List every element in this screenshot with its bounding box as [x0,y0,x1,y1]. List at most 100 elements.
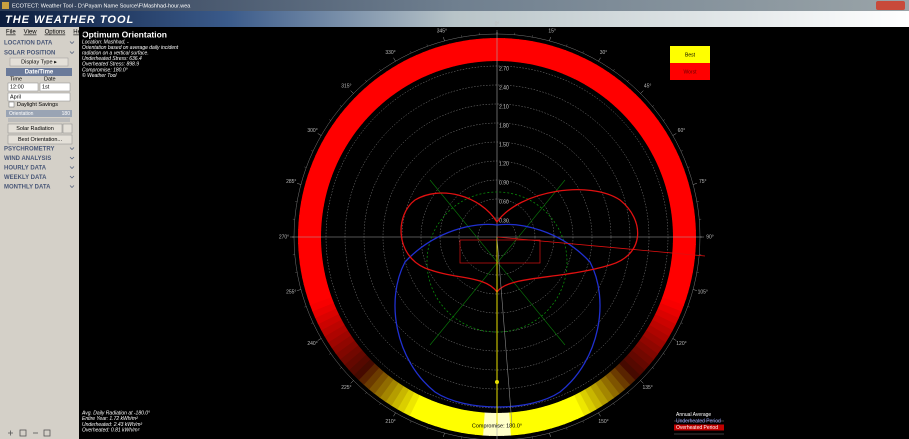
minor-tick [365,392,367,395]
ring-segment [374,75,395,99]
ring-segment [654,308,679,326]
slider-value: 180 [62,111,71,117]
ring-segment [609,367,631,391]
minor-tick [426,427,428,430]
angle-label: 330° [385,50,395,56]
ring-segment [594,379,614,403]
ring-segment [508,412,518,436]
ring-segment [353,358,375,381]
ring-segment [339,344,363,365]
button[interactable] [7,123,63,134]
fit-icon[interactable] [19,429,27,437]
minor-tick [680,322,683,324]
ring-segment [652,143,677,161]
button[interactable] [9,57,69,67]
section-header[interactable]: SOLAR POSITION [4,51,55,57]
angle-label: 300° [307,128,317,134]
date-value[interactable]: 1st [42,84,50,90]
button[interactable] [62,123,73,134]
section-arrow [69,51,75,54]
section-header[interactable]: PSYCHROMETRY [4,147,54,153]
menu-item[interactable]: Help [73,30,86,36]
angle-label: 90° [706,234,714,240]
section-header[interactable]: LOCATION DATA [4,41,53,47]
section-header[interactable]: HOURLY DATA [4,166,47,172]
section-arrow [69,156,75,160]
ring-segment [422,49,438,74]
ring-segment [299,201,324,213]
minor-tick [680,150,683,152]
checkbox-label[interactable]: Daylight Savings [17,102,58,108]
ring-segment [574,58,592,83]
section-header[interactable]: MONTHLY DATA [4,185,51,191]
group-header [6,68,72,76]
checkbox[interactable] [8,101,15,108]
ring-segment [416,52,432,77]
angle-tick [693,183,698,185]
button[interactable] [7,134,73,145]
ring-segment [309,296,334,312]
ring-segment [442,43,456,68]
info-line: Underheated Stress: 636.4 [82,56,142,62]
angle-label: 45° [644,84,652,90]
button-label[interactable]: Best Orientation... [18,137,62,143]
key-highlight [674,424,724,431]
ring-segment [532,407,546,432]
display-type[interactable]: Display Type ▸ [21,59,57,65]
ring-segment [662,168,687,184]
ring-segment [614,363,636,386]
section-header[interactable]: WEEKLY DATA [4,175,47,181]
info-text: Location: Mashhad, -Orientation based on… [82,39,179,79]
ring-segment [666,182,691,196]
info-line: Overheated Stress: 898.9 [82,62,139,68]
ring-segment [655,149,680,167]
close-button[interactable] [876,1,905,10]
time-value[interactable]: 12:00 [10,84,24,90]
ring-segment [340,108,363,129]
minor-tick [379,403,381,406]
minor-tick [663,353,666,355]
angle-tick [317,338,322,341]
ring-segment [664,175,689,190]
zoom-in-icon[interactable] [8,430,13,436]
month-value[interactable]: April [10,94,21,100]
angle-tick [598,57,601,62]
minor-tick [687,166,690,168]
sidebar-sections: PSYCHROMETRY WIND ANALYSIS HOURLY DATA WEEK… [4,41,75,191]
section-arrow [69,175,75,179]
ring-segment [321,136,346,155]
ring-segment [327,329,352,349]
time-input[interactable] [7,82,39,92]
ring-segment [380,71,400,95]
menu-item[interactable]: View [24,30,38,36]
compromise-point [495,380,499,384]
ring-segment [403,57,421,82]
ring-segment [358,362,380,385]
ring-segment [298,242,322,251]
ring-segment [409,54,427,79]
ring-segment [639,120,663,140]
date-input[interactable] [39,82,71,92]
ring-segment [649,137,674,156]
slider[interactable] [8,118,70,122]
minor-tick [365,79,367,82]
ring-segment [657,156,682,172]
minor-tick [627,392,629,395]
angle-tick [393,412,396,417]
menu-item[interactable]: Options [45,30,66,36]
ring-segment [312,302,337,318]
info-line: Location: Mashhad, - [82,39,129,45]
plot-title: Optimum Orientation [82,29,167,39]
month-select[interactable] [7,92,71,102]
angle-tick [549,36,551,41]
export-icon[interactable] [43,429,51,437]
button-label[interactable]: Solar Radiation [16,126,54,132]
section-header[interactable]: WIND ANALYSIS [4,156,51,162]
ring-segment [441,405,455,431]
ring-segment [538,406,552,431]
ring-segment [332,119,356,139]
minor-tick [379,68,381,71]
menu-item[interactable]: File [6,30,16,36]
ring-segment [672,237,696,245]
